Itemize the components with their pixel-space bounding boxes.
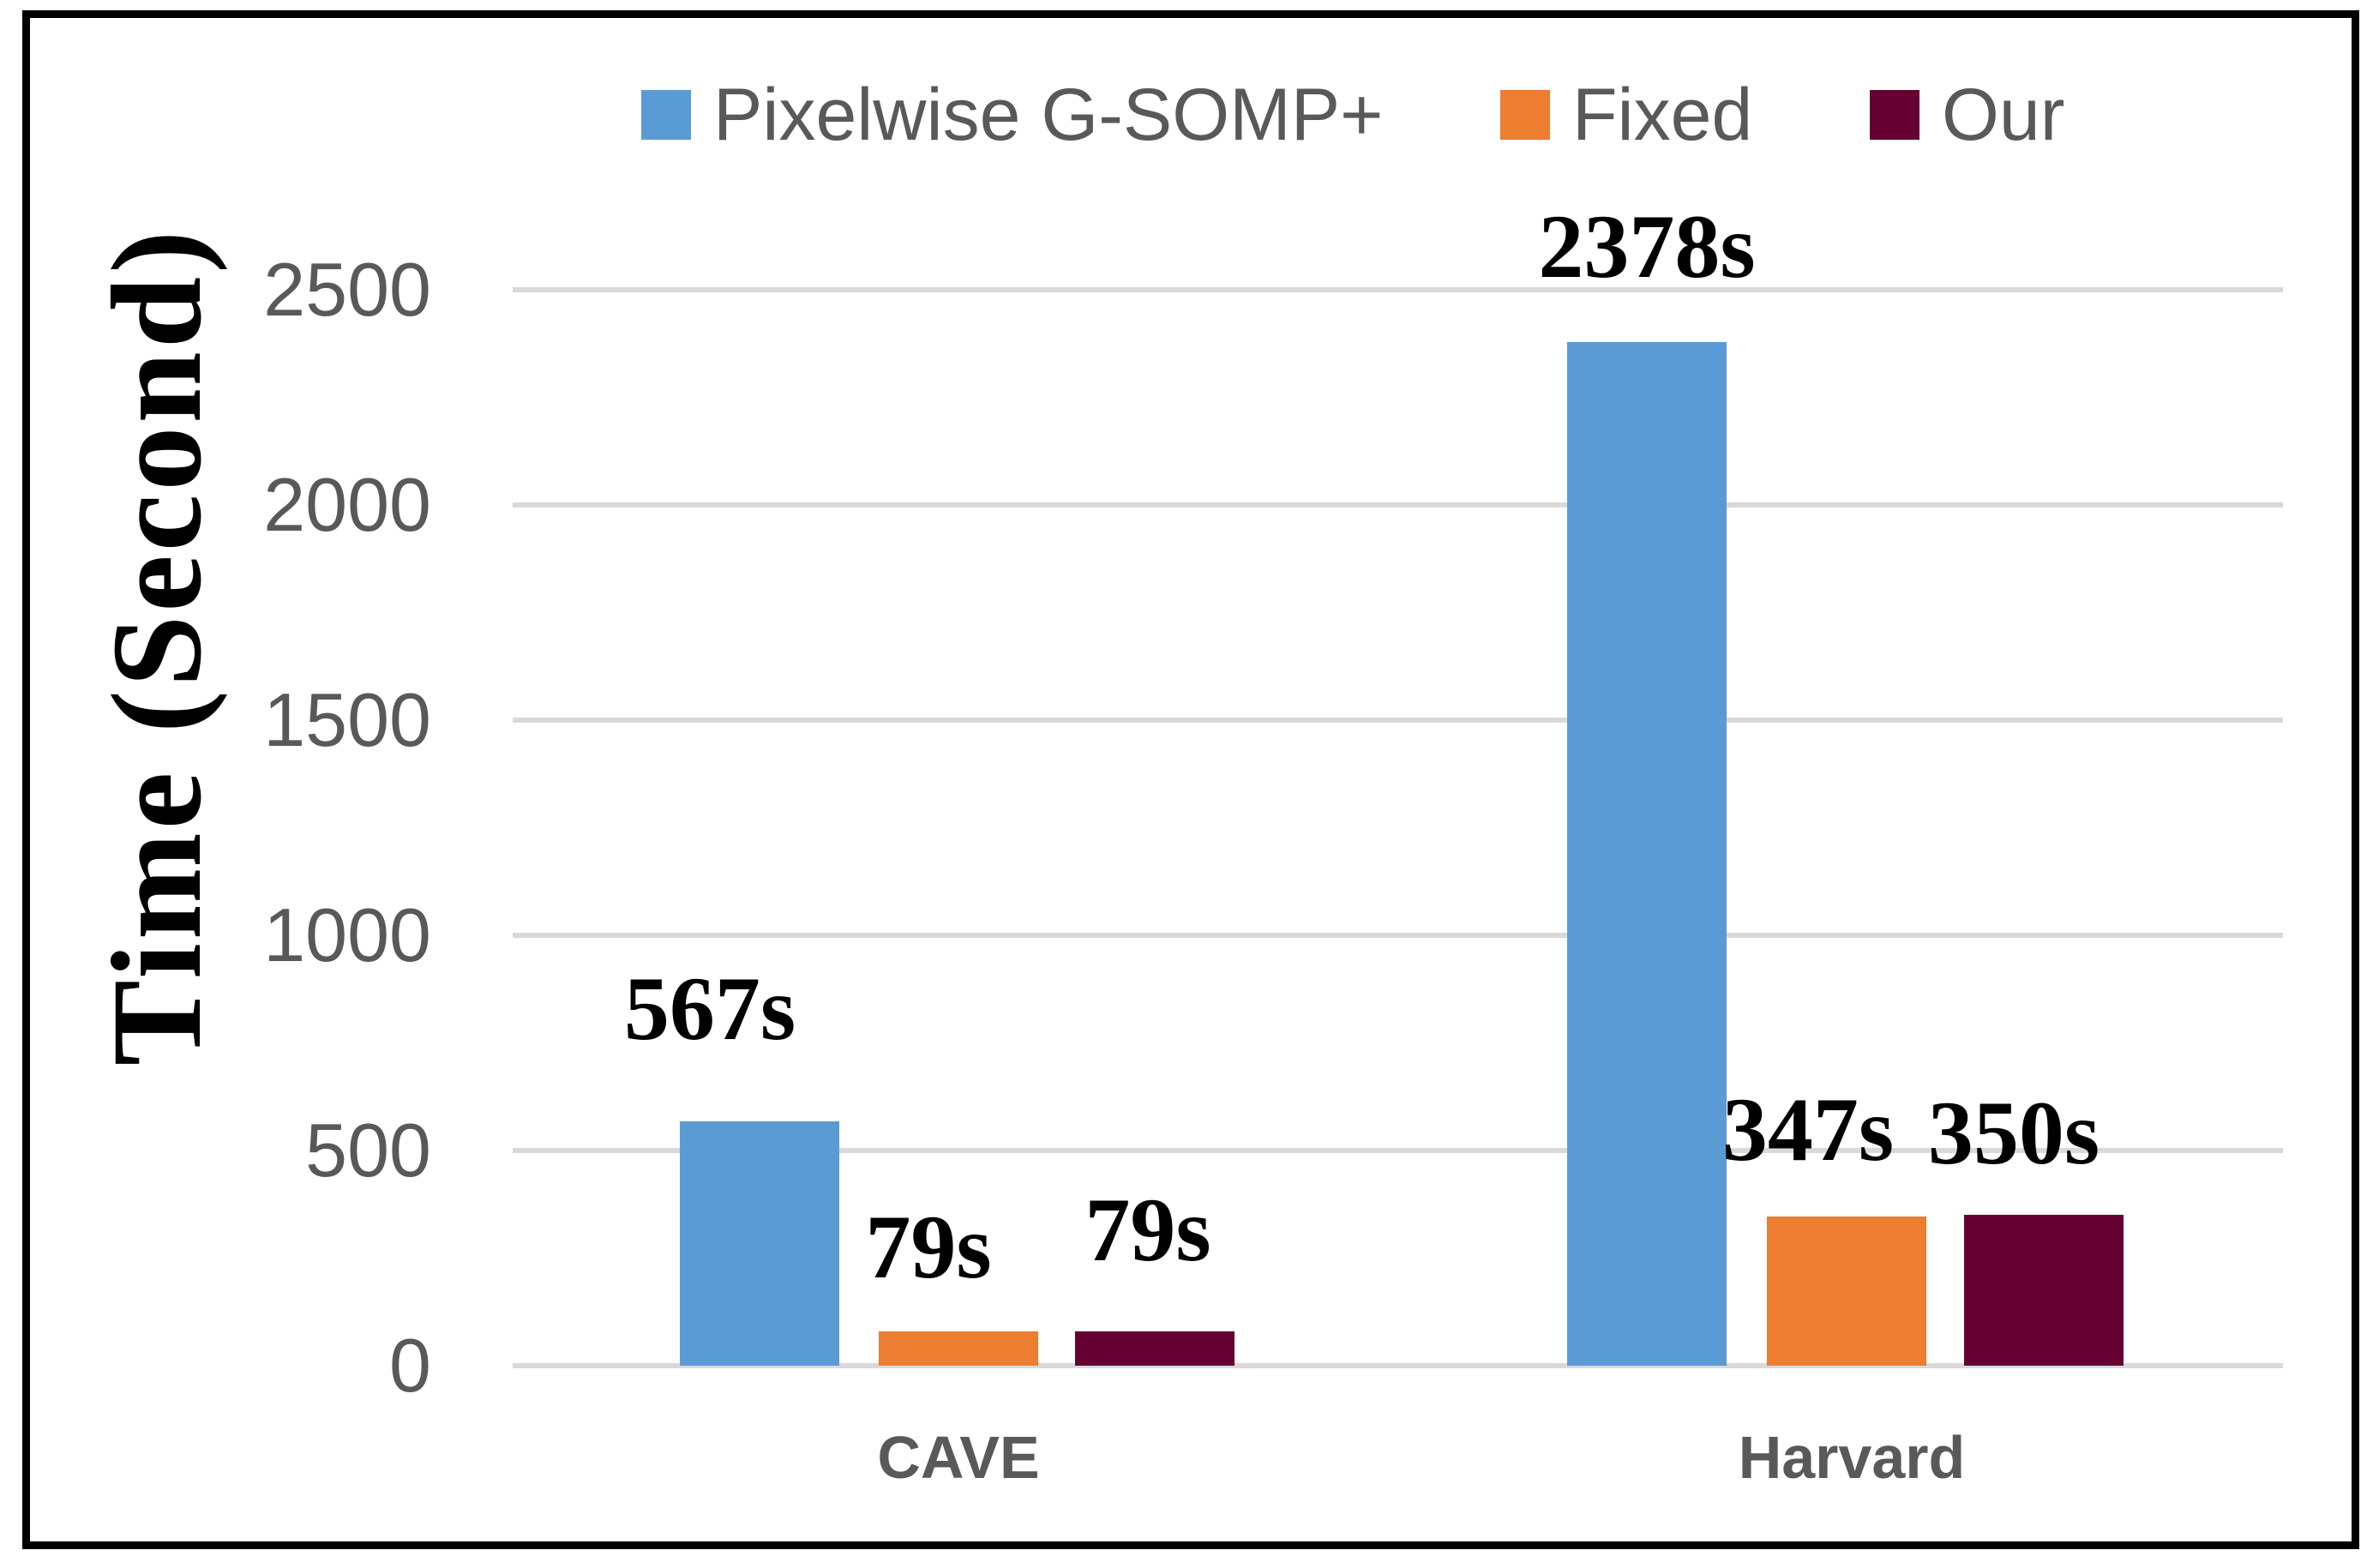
legend-item-fixed: Fixed — [1500, 74, 1753, 156]
y-tick-1000: 1000 — [263, 892, 431, 977]
data-label-cave-pixelwise-g-somp: 567s — [623, 958, 796, 1059]
chart-border-frame — [22, 10, 2359, 1549]
gridline-1000 — [513, 933, 2283, 938]
bar-cave-our — [1075, 1331, 1235, 1366]
plot-area: 567s 2378s 79s 347s 79s 350s — [513, 200, 2283, 1368]
category-label-cave: CAVE — [877, 1424, 1040, 1491]
gridline-1500 — [513, 718, 2283, 723]
bar-harvard-pixelwise-g-somp — [1567, 342, 1727, 1366]
gridline-500 — [513, 1148, 2283, 1153]
legend-swatch-pixelwise-g-somp — [641, 90, 691, 140]
gridline-2500 — [513, 287, 2283, 292]
y-tick-0: 0 — [389, 1323, 431, 1408]
y-tick-1500: 1500 — [263, 677, 431, 762]
legend-label-fixed: Fixed — [1572, 74, 1753, 156]
legend-label-our: Our — [1942, 74, 2065, 156]
y-tick-2500: 2500 — [263, 247, 431, 332]
y-tick-2000: 2000 — [263, 462, 431, 547]
legend-item-pixelwise-g-somp: Pixelwise G-SOMP+ — [641, 74, 1384, 156]
bar-cave-pixelwise-g-somp — [680, 1121, 839, 1366]
bar-harvard-our — [1964, 1215, 2124, 1366]
bar-harvard-fixed — [1767, 1217, 1926, 1366]
data-label-harvard-our: 350s — [1927, 1083, 2100, 1183]
data-label-cave-fixed: 79s — [865, 1197, 992, 1297]
legend-swatch-our — [1870, 90, 1919, 140]
gridline-0 — [513, 1363, 2283, 1368]
legend-swatch-fixed — [1500, 90, 1550, 140]
legend-label-pixelwise-g-somp: Pixelwise G-SOMP+ — [713, 74, 1384, 156]
gridline-2000 — [513, 502, 2283, 508]
data-label-harvard-fixed: 347s — [1721, 1079, 1895, 1180]
bar-cave-fixed — [879, 1331, 1038, 1366]
legend-item-our: Our — [1870, 74, 2065, 156]
y-tick-500: 500 — [305, 1108, 431, 1193]
data-label-harvard-pixelwise-g-somp: 2378s — [1538, 196, 1756, 297]
category-label-harvard: Harvard — [1738, 1424, 1966, 1491]
data-label-cave-our: 79s — [1084, 1180, 1211, 1280]
